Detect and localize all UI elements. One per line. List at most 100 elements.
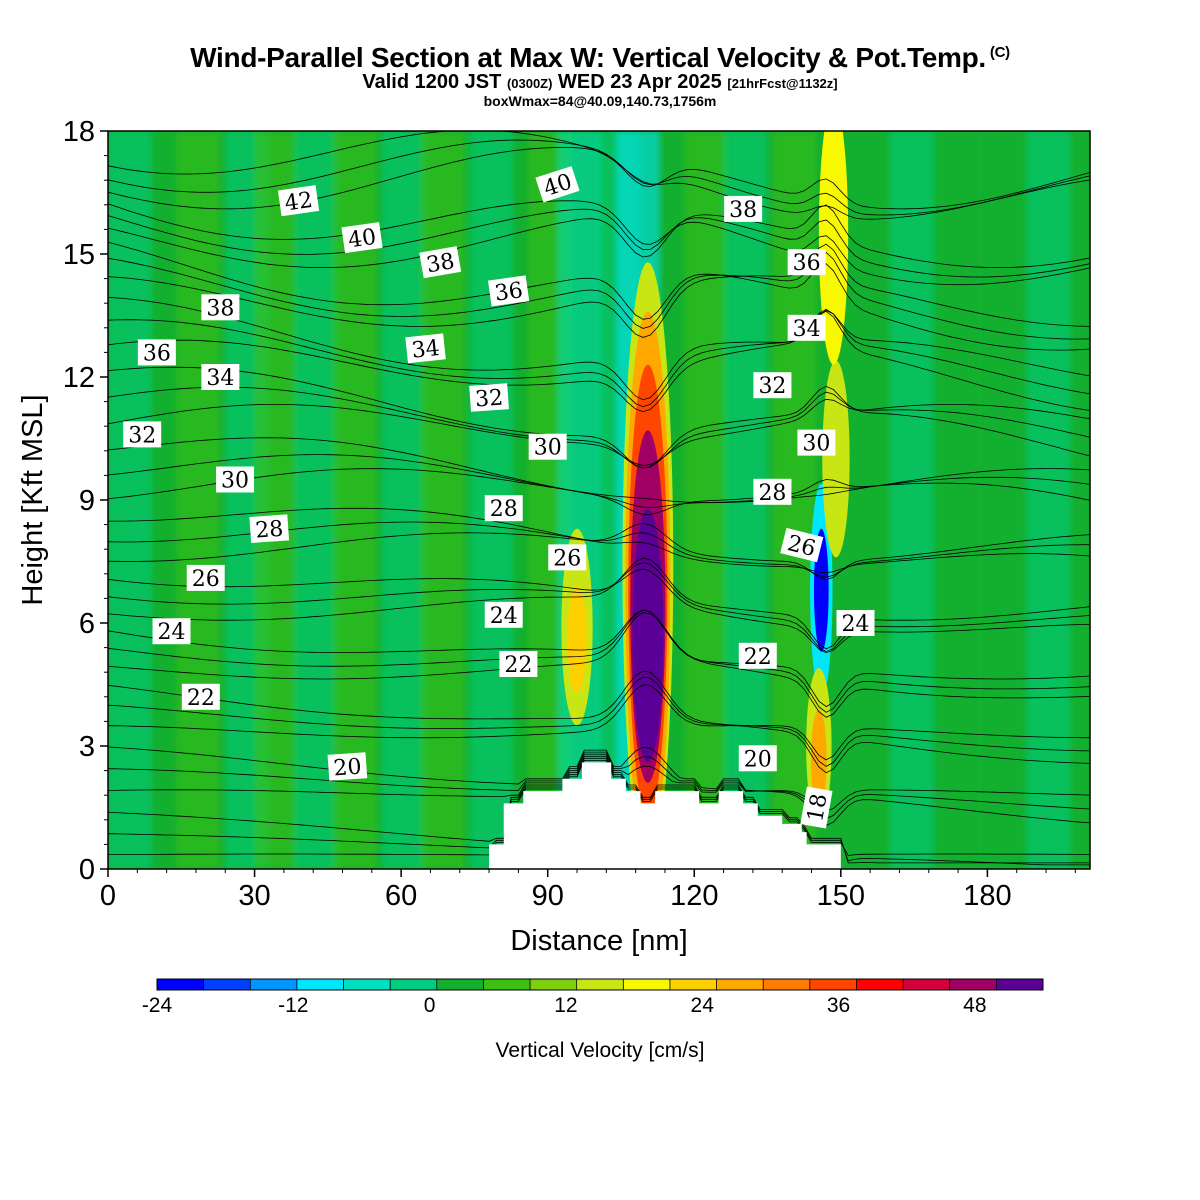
- theta-label-box: [327, 752, 368, 781]
- theta-label: 34: [787, 314, 826, 342]
- colorbar-swatch: [856, 979, 904, 990]
- theta-label-box: [535, 166, 580, 203]
- velocity-cell: [818, 131, 849, 365]
- theta-label-box: [528, 433, 567, 460]
- theta-label: 20: [738, 745, 777, 772]
- theta-label-box: [836, 610, 875, 636]
- y-tick-label: 15: [63, 239, 95, 271]
- theta-label: 28: [484, 495, 523, 522]
- theta-contour: [108, 684, 1090, 761]
- theta-label-box: [249, 514, 290, 543]
- colorbar-swatch: [436, 979, 484, 990]
- colorbar-swatch: [763, 979, 811, 990]
- colorbar: -24 -12 0 12 24 36 48: [142, 978, 1044, 1017]
- colorbar-swatch: [716, 979, 764, 990]
- theta-contour: [108, 609, 1090, 713]
- colorbar-swatch: [483, 979, 531, 990]
- theta-contour: [108, 507, 1090, 574]
- theta-label-text: 18: [803, 792, 832, 824]
- theta-label: 24: [152, 618, 191, 645]
- theta-label-text: 40: [347, 225, 378, 254]
- colorbar-swatch: [203, 979, 251, 990]
- theta-label-text: 20: [333, 755, 363, 782]
- theta-label-box: [800, 786, 833, 829]
- field-band: [381, 131, 426, 869]
- theta-label: 32: [469, 383, 509, 412]
- x-tick-label: 90: [532, 880, 564, 912]
- theta-contour: [108, 751, 1090, 819]
- theta-label: 18: [800, 786, 833, 829]
- theta-label-box: [484, 495, 523, 522]
- theta-label: 22: [499, 651, 538, 678]
- field-band: [938, 131, 983, 869]
- theta-label: 22: [738, 642, 777, 670]
- theta-label-box: [201, 364, 240, 390]
- theta-label-text: 34: [793, 317, 821, 342]
- field-bands: [108, 131, 1071, 869]
- colorbar-tick-label: 48: [963, 994, 986, 1017]
- theta-label-box: [787, 314, 826, 341]
- colorbar-swatch: [809, 979, 857, 990]
- theta-contour: [108, 437, 1090, 515]
- theta-contour: [108, 468, 1090, 504]
- x-axis-label: Distance [nm]: [510, 925, 687, 957]
- theta-label-text: 22: [504, 653, 532, 678]
- theta-label-box: [487, 275, 530, 307]
- theta-contour: [108, 309, 1090, 413]
- theta-label-text: 32: [758, 374, 786, 399]
- theta-label-text: 34: [410, 336, 440, 364]
- theta-label-text: 28: [758, 481, 786, 506]
- theta-label-text: 42: [283, 188, 314, 217]
- potential-temperature-contours: [108, 131, 1090, 866]
- theta-contour: [108, 757, 1090, 866]
- theta-label-box: [724, 195, 763, 222]
- theta-label: 20: [327, 752, 368, 782]
- colorbar-label: Vertical Velocity [cm/s]: [496, 1039, 705, 1062]
- vertical-velocity-field: [108, 131, 1090, 869]
- theta-label-text: 32: [128, 423, 156, 448]
- theta-label-text: 30: [802, 432, 830, 457]
- theta-label-box: [499, 651, 538, 677]
- theta-label-text: 34: [206, 366, 234, 391]
- colorbar-swatch: [949, 979, 997, 990]
- theta-label-text: 38: [206, 296, 234, 321]
- theta-label: 30: [216, 466, 255, 494]
- colorbar-tick-label: 24: [691, 994, 715, 1017]
- colorbar-tick-label: -12: [278, 994, 308, 1017]
- theta-label-text: 36: [793, 251, 821, 276]
- colorbar-swatch: [996, 979, 1044, 990]
- theta-label-box: [137, 339, 176, 366]
- theta-label: 28: [249, 514, 290, 544]
- theta-label: 30: [528, 433, 567, 461]
- theta-contour: [108, 200, 1090, 286]
- theta-label: 32: [123, 421, 162, 448]
- theta-contour: [108, 522, 1090, 581]
- theta-contour: [108, 139, 1090, 216]
- terrain: [108, 762, 1090, 869]
- colorbar-tick-label: 12: [554, 994, 577, 1017]
- theta-contour: [108, 746, 1090, 826]
- copyright-mark: (C): [989, 43, 1010, 61]
- theta-label-box: [738, 642, 777, 669]
- theta-contour: [108, 252, 1090, 340]
- theta-label: 34: [201, 364, 240, 391]
- y-axis-label: Height [Kft MSL]: [17, 394, 49, 605]
- theta-label: 26: [186, 564, 225, 592]
- theta-contour: [108, 241, 1090, 351]
- theta-contour: [108, 204, 1090, 268]
- y-tick-label: 18: [63, 116, 95, 148]
- colorbar-swatch: [623, 979, 671, 990]
- theta-label-box: [419, 246, 462, 279]
- field-band: [176, 131, 221, 869]
- x-tick-label: 180: [963, 880, 1011, 912]
- colorbar-tick-label: 36: [827, 994, 850, 1017]
- colorbar-tick-label: -24: [142, 994, 173, 1017]
- theta-contour: [108, 131, 1090, 220]
- y-tick-label: 12: [63, 362, 95, 394]
- title-text: Wind-Parallel Section at Max W: Vertical…: [190, 42, 986, 73]
- theta-label: 42: [277, 185, 320, 217]
- colorbar-swatch: [530, 979, 578, 990]
- theta-label-box: [469, 383, 509, 412]
- theta-contour: [108, 670, 1090, 774]
